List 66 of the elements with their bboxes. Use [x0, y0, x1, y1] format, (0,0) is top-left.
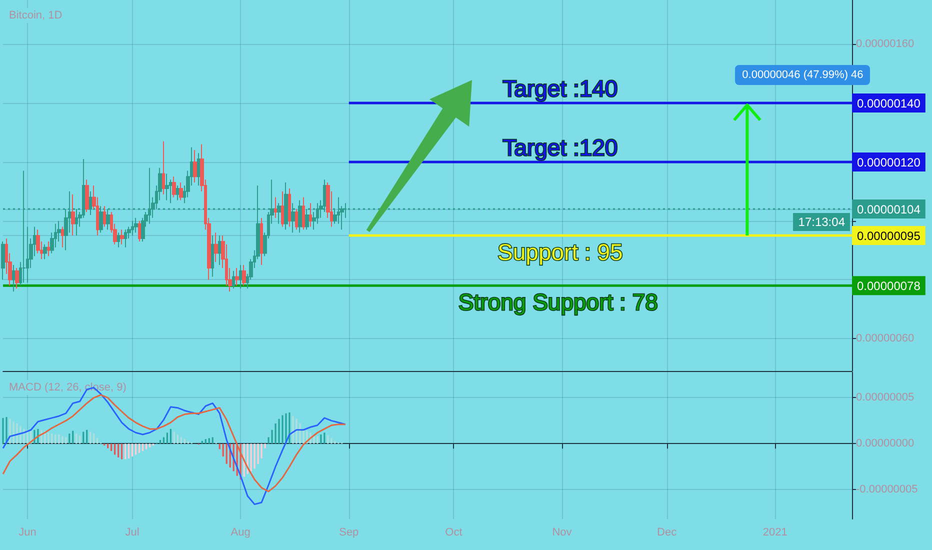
candlestick: [15, 267, 19, 290]
x-tick-label: Nov: [552, 526, 572, 538]
y-tick-label: 0.00000160: [856, 38, 914, 50]
series-label: Target :140: [502, 76, 618, 102]
x-tick-label: Jun: [18, 526, 36, 538]
candlestick: [197, 152, 200, 186]
x-tick-label: 2021: [762, 526, 788, 538]
series-label: Support : 95: [498, 239, 623, 266]
candlestick: [85, 179, 89, 212]
candlestick: [47, 240, 50, 257]
annotation: 0.00000046 (47.99%) 46: [735, 65, 870, 86]
y-tick-label: 0.00000060: [856, 332, 914, 345]
candlestick: [309, 202, 312, 228]
y-tick-label: 0.00000078: [857, 279, 921, 294]
candlestick: [124, 229, 127, 248]
candlestick: [214, 232, 218, 263]
candlestick: [138, 220, 141, 242]
candlestick: [295, 208, 298, 230]
candlestick: [302, 196, 305, 230]
candlestick: [193, 150, 197, 184]
text: Bitcoin, 1D: [9, 10, 62, 22]
candlestick: [162, 140, 165, 195]
line-series: [2, 394, 346, 492]
candlestick: [61, 226, 64, 248]
candlestick: [298, 200, 302, 234]
candlestick: [284, 182, 288, 230]
candlestick: [218, 235, 221, 266]
candlestick: [12, 264, 15, 292]
candlestick: [239, 264, 242, 290]
y-tick-label: -0.00000005: [856, 484, 918, 496]
candlestick: [211, 235, 214, 278]
candlestick: [235, 267, 239, 286]
y-tick-label: 0.00000104: [857, 202, 921, 217]
candlestick: [281, 190, 284, 228]
y-tick-label: 0.00000005: [856, 392, 914, 404]
series-label: Target :120: [502, 134, 618, 160]
candlestick: [131, 220, 134, 236]
x-tick-label: Jul: [125, 526, 140, 538]
candlestick: [1, 240, 5, 280]
candlestick: [120, 229, 124, 245]
candlestick: [242, 264, 246, 286]
candlestick: [71, 194, 75, 236]
candlestick: [288, 188, 291, 228]
x-tick-label: Oct: [445, 526, 462, 538]
y-tick-label: 0.00000000: [856, 438, 914, 450]
candlestick: [179, 182, 183, 201]
y-tick-label: 0.00000120: [857, 155, 921, 170]
candlestick: [277, 202, 281, 224]
candlestick: [274, 196, 277, 218]
candlestick: [103, 206, 106, 228]
y-tick-label: 0.00000095: [857, 229, 921, 244]
candlestick: [176, 185, 179, 201]
candlestick: [134, 217, 138, 234]
candlestick: [172, 176, 176, 198]
x-tick-label: Dec: [657, 526, 678, 538]
annotation: 17:13:04: [793, 213, 850, 232]
candlestick: [43, 244, 47, 260]
candlestick: [117, 232, 120, 248]
x-tick-label: Sep: [339, 526, 359, 538]
candlestick: [260, 217, 263, 266]
series-label: Strong Support : 78: [458, 289, 658, 316]
candlestick: [232, 270, 235, 290]
y-tick-label: 0.00000140: [857, 96, 921, 111]
candlestick: [148, 167, 151, 224]
candlestick: [165, 173, 169, 201]
x-tick-label: Aug: [230, 526, 250, 538]
